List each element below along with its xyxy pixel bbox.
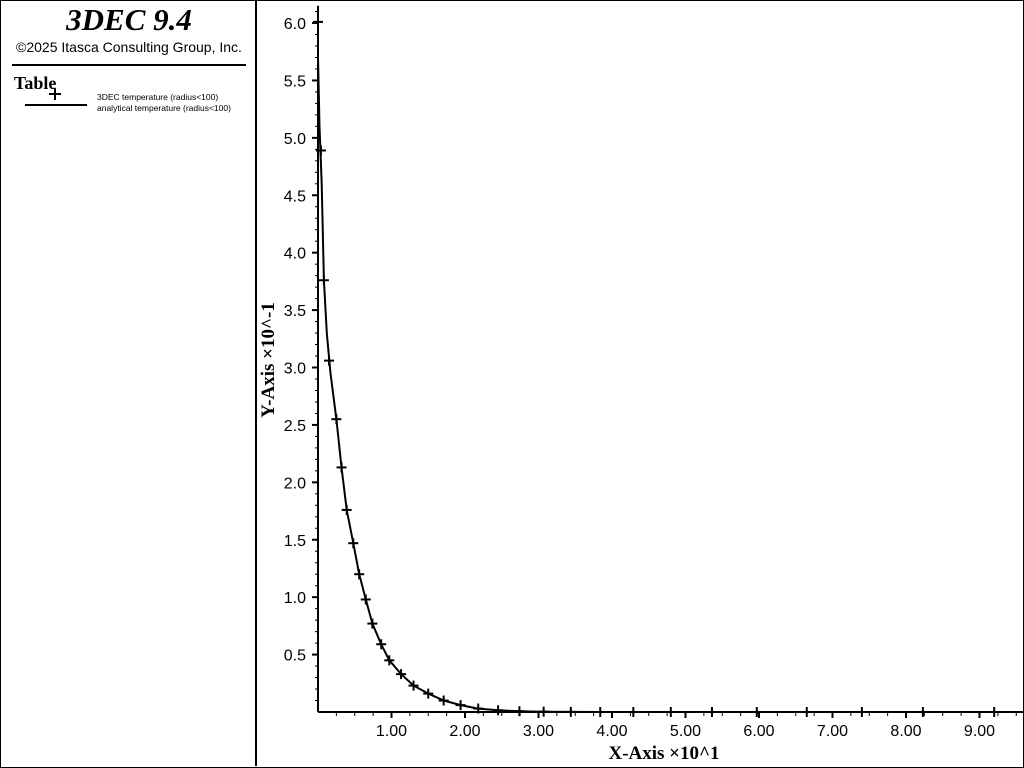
axis-ticks <box>312 11 1017 718</box>
data-point-marker <box>565 706 576 717</box>
data-point-marker <box>595 707 606 717</box>
y-tick-label: 2.0 <box>284 475 306 492</box>
legend-heading: Table <box>14 73 57 93</box>
data-point-marker <box>367 618 378 629</box>
title-divider <box>12 64 246 66</box>
data-point-marker <box>665 707 676 717</box>
legend-panel: 3DEC 9.4 ©2025 Itasca Consulting Group, … <box>1 1 257 766</box>
data-point-marker <box>438 695 449 706</box>
data-point-marker <box>318 275 329 286</box>
data-point-marker <box>324 355 335 366</box>
x-tick-label: 3.00 <box>523 723 554 740</box>
y-tick-label: 1.5 <box>284 533 306 550</box>
data-point-marker <box>917 707 928 717</box>
data-point-marker <box>313 16 323 27</box>
data-point-marker <box>396 669 407 680</box>
data-point-marker <box>514 706 525 717</box>
data-point-marker <box>331 414 342 425</box>
legend-entry-analytical-temperature: analytical temperature (radius<100) <box>97 103 231 113</box>
data-point-marker <box>348 538 359 549</box>
x-tick-label: 8.00 <box>890 723 921 740</box>
data-point-marker <box>376 639 387 650</box>
data-point-marker <box>408 680 419 691</box>
axes <box>317 5 1013 713</box>
series-markers-3dec-temperature <box>313 16 1000 717</box>
data-point-marker <box>801 707 812 717</box>
y-tick-label: 5.0 <box>284 131 306 148</box>
y-tick-label: 4.5 <box>284 188 306 205</box>
y-tick-label: 2.5 <box>284 418 306 435</box>
data-point-marker <box>856 707 867 717</box>
data-point-marker <box>336 462 347 473</box>
data-point-marker <box>751 707 762 717</box>
x-tick-label: 6.00 <box>743 723 774 740</box>
data-point-marker <box>538 706 549 717</box>
series-line-analytical-temperature <box>317 57 1024 713</box>
x-tick-label: 4.00 <box>596 723 627 740</box>
y-tick-label: 4.0 <box>284 246 306 263</box>
solid-line-icon <box>25 104 87 106</box>
x-axis-title: X-Axis ×10^1 <box>608 743 719 764</box>
y-axis-title: Y-Axis ×10^-1 <box>258 302 279 418</box>
data-point-marker <box>384 655 395 666</box>
app-title: 3DEC 9.4 <box>66 2 192 37</box>
y-tick-label: 6.0 <box>284 16 306 33</box>
data-point-marker <box>341 504 352 515</box>
plus-icon <box>49 88 61 100</box>
x-tick-label: 1.00 <box>376 723 407 740</box>
x-tick-label: 5.00 <box>670 723 701 740</box>
data-point-marker <box>455 700 466 711</box>
y-tick-label: 1.0 <box>284 590 306 607</box>
data-point-marker <box>989 707 1000 717</box>
data-point-marker <box>706 707 717 717</box>
data-point-marker <box>315 145 326 156</box>
y-tick-label: 0.5 <box>284 648 306 665</box>
legend-entry-3dec-temperature: 3DEC temperature (radius<100) <box>97 92 219 102</box>
data-point-marker <box>493 705 504 716</box>
data-point-marker <box>473 703 484 714</box>
x-tick-label: 9.00 <box>964 723 995 740</box>
data-point-marker <box>354 569 365 580</box>
data-point-marker <box>360 594 371 605</box>
copyright-text: ©2025 Itasca Consulting Group, Inc. <box>16 39 242 55</box>
y-tick-label: 3.5 <box>284 303 306 320</box>
data-point-marker <box>423 688 434 699</box>
axis-tick-labels: 1.00 2.00 3.00 4.00 5.00 6.00 7.00 8.00 9.00 0.5 1… <box>284 16 995 740</box>
x-tick-label: 2.00 <box>449 723 480 740</box>
y-tick-label: 5.5 <box>284 73 306 90</box>
x-tick-label: 7.00 <box>817 723 848 740</box>
data-point-marker <box>628 707 639 717</box>
y-tick-label: 3.0 <box>284 361 306 378</box>
